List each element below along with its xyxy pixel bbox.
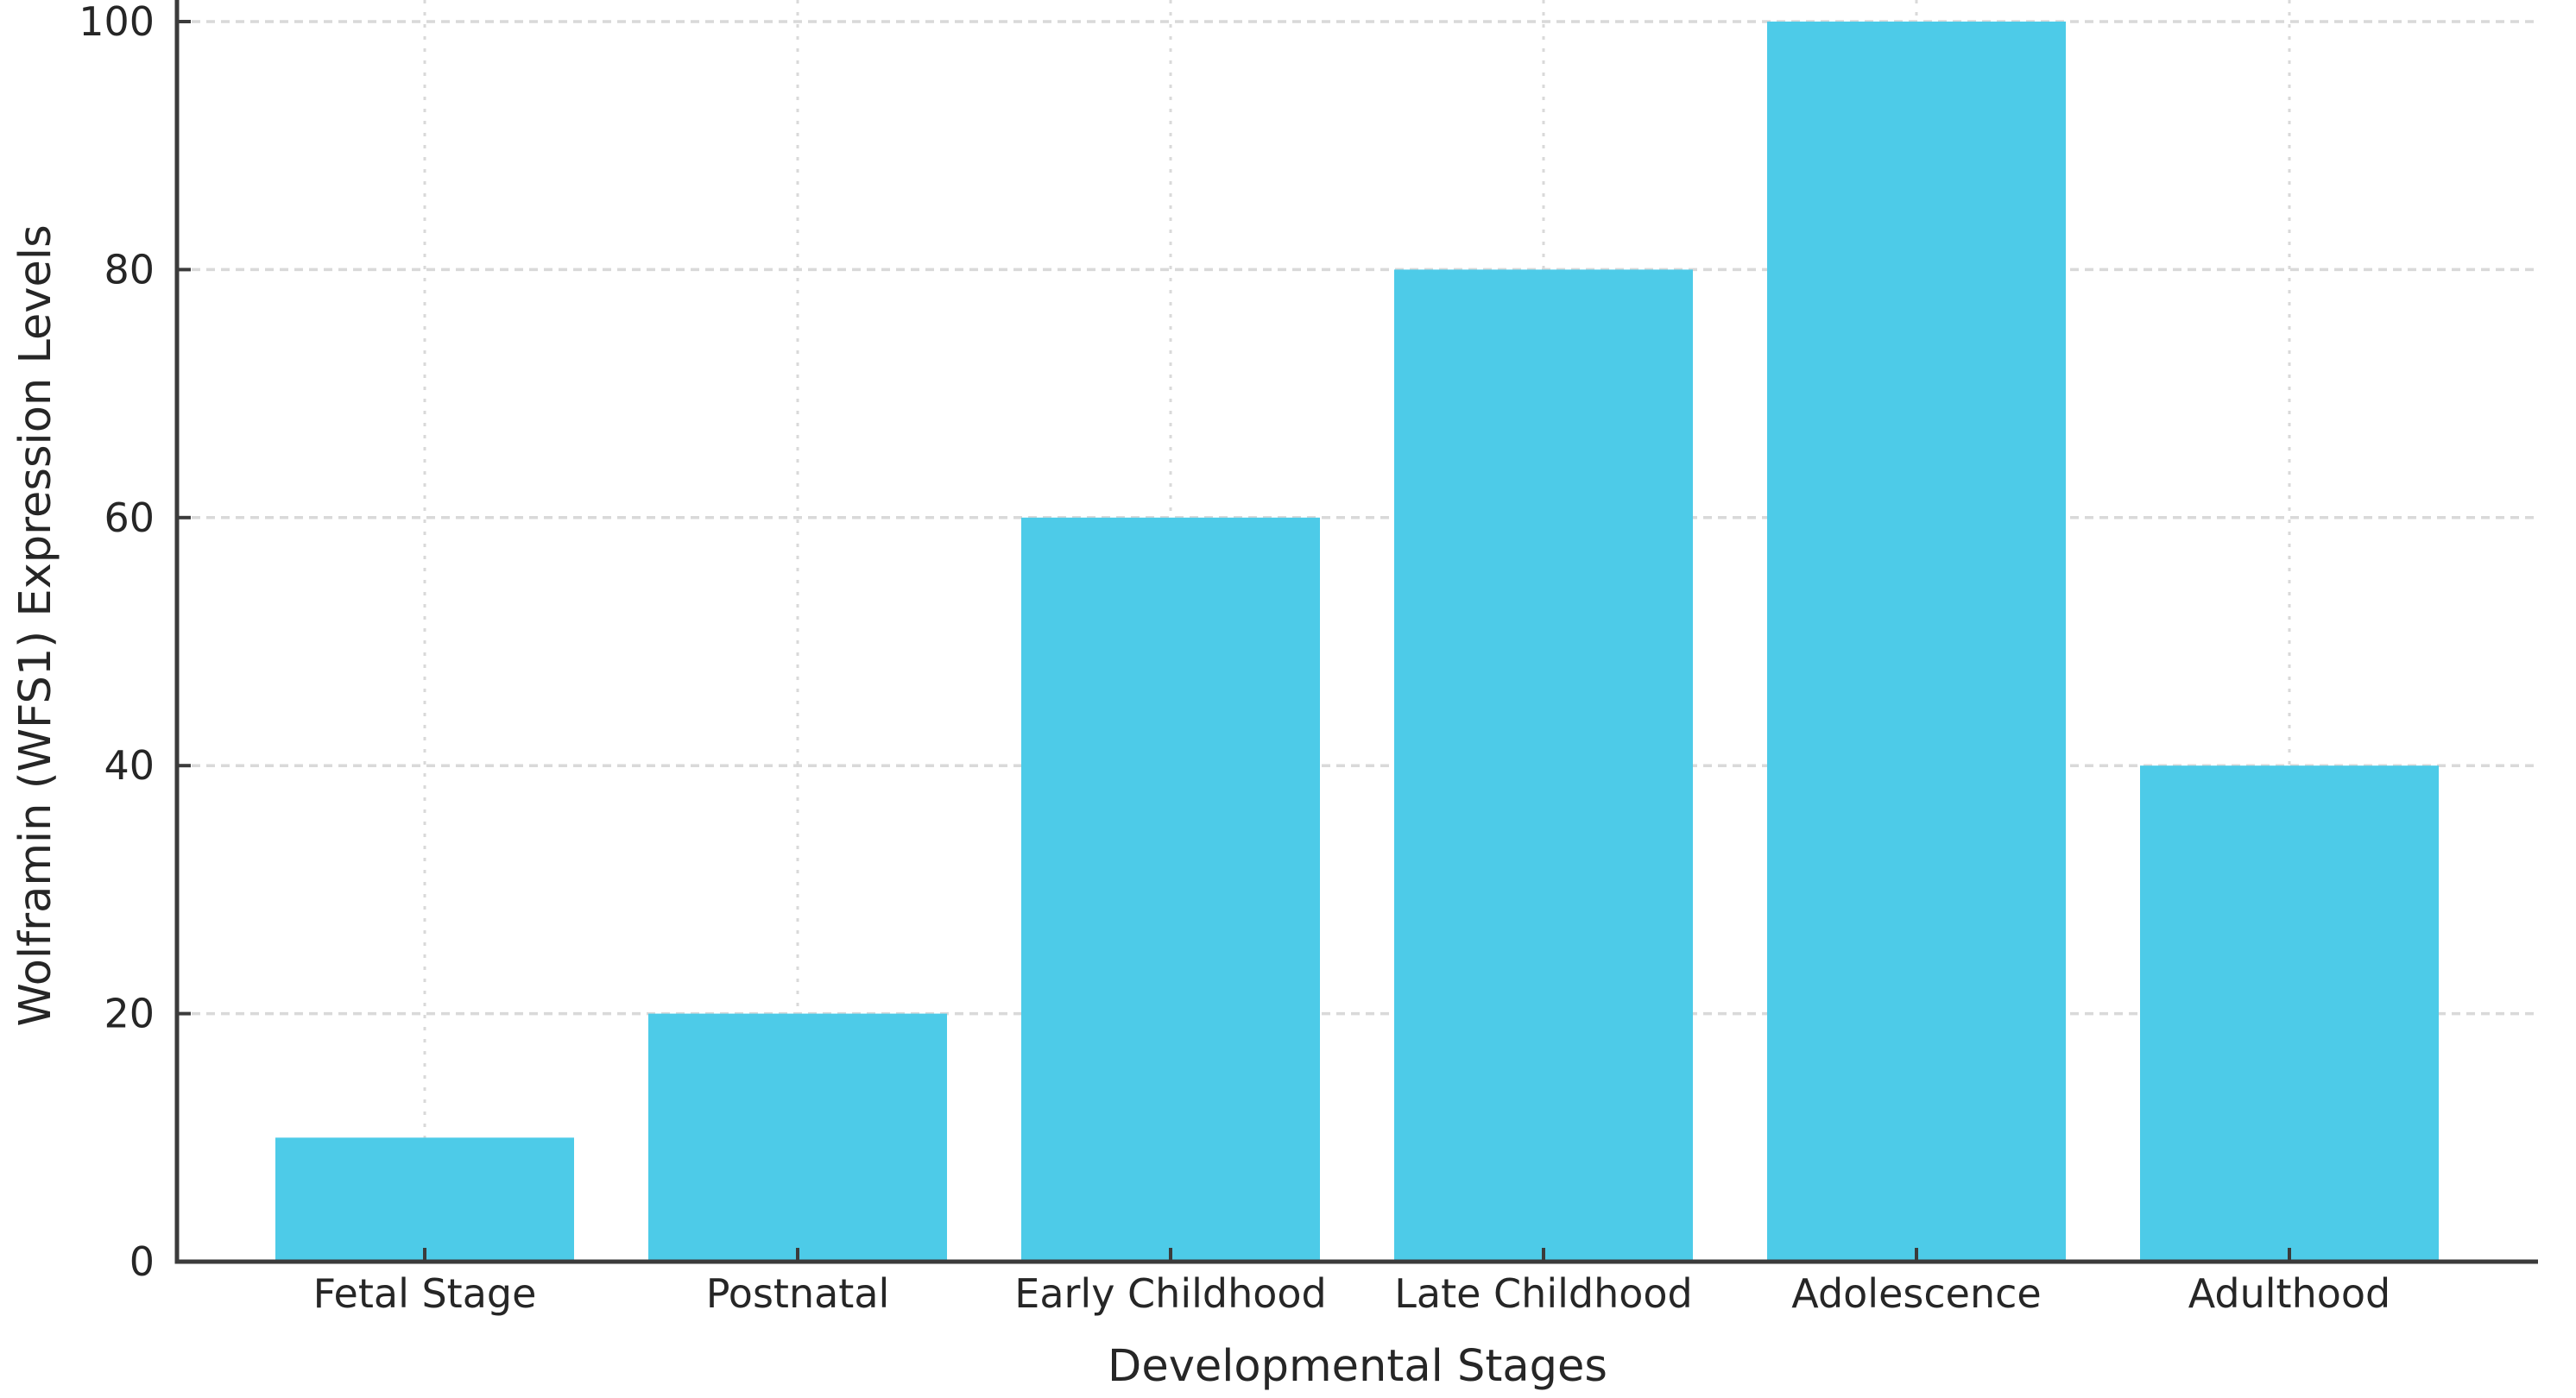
- x-tick-label-fetal-stage: Fetal Stage: [313, 1270, 537, 1317]
- y-tick-label-60: 60: [104, 494, 155, 541]
- bar-adolescence: [1767, 22, 2066, 1262]
- x-tick-label-late-childhood: Late Childhood: [1394, 1270, 1692, 1317]
- axes: [174, 0, 2538, 1264]
- bar-early-childhood: [1021, 517, 1320, 1262]
- x-axis-label: Developmental Stages: [1108, 1341, 1607, 1392]
- x-tick-label-early-childhood: Early Childhood: [1014, 1270, 1326, 1317]
- bar-fetal-stage: [275, 1137, 574, 1262]
- tick-labels: 0 20 40 60 80 100 Fetal Stage Postnatal Early Ch…: [79, 0, 2390, 1317]
- y-tick-label-40: 40: [104, 742, 155, 789]
- y-tick-label-20: 20: [104, 991, 155, 1037]
- y-tick-label-100: 100: [79, 0, 155, 45]
- x-tick-label-postnatal: Postnatal: [706, 1270, 890, 1317]
- bars: [275, 22, 2439, 1262]
- bar-adulthood: [2140, 765, 2439, 1262]
- x-tick-label-adolescence: Adolescence: [1791, 1270, 2041, 1317]
- bar-late-childhood: [1394, 269, 1693, 1262]
- y-tick-label-80: 80: [104, 246, 155, 293]
- x-tick-label-adulthood: Adulthood: [2188, 1270, 2390, 1317]
- y-axis-label: Wolframin (WFS1) Expression Levels: [10, 224, 61, 1026]
- y-tick-label-0: 0: [129, 1238, 155, 1285]
- bar-postnatal: [648, 1013, 947, 1262]
